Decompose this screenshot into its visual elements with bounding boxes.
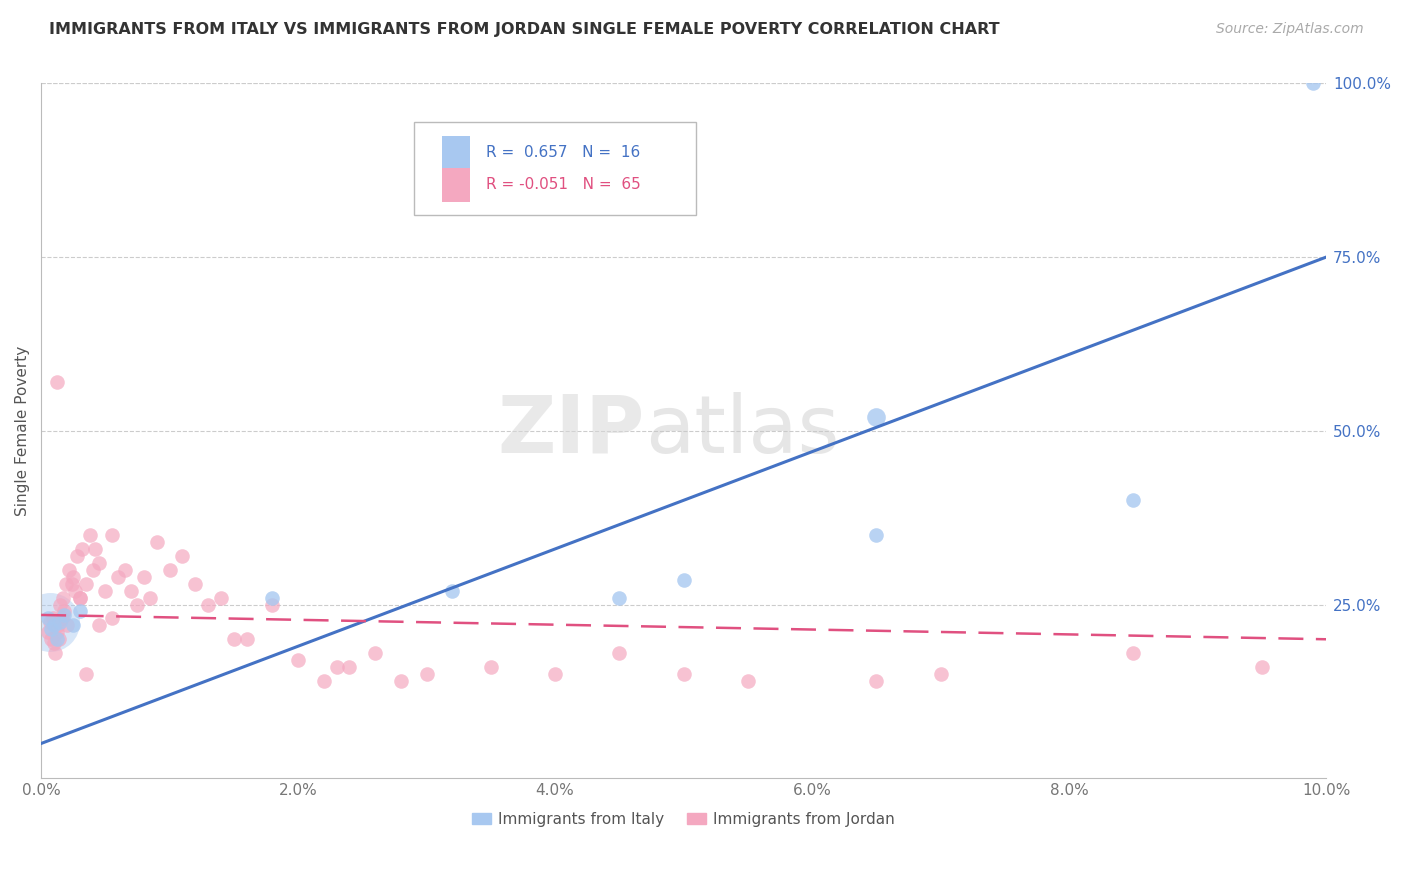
Point xyxy=(737,673,759,688)
Point xyxy=(262,598,284,612)
Point xyxy=(41,632,63,647)
Point xyxy=(44,646,66,660)
Text: Source: ZipAtlas.com: Source: ZipAtlas.com xyxy=(1216,22,1364,37)
Point xyxy=(79,528,101,542)
Point xyxy=(415,667,437,681)
Point xyxy=(479,660,502,674)
Point xyxy=(41,622,63,636)
Point xyxy=(55,576,77,591)
Point xyxy=(389,673,412,688)
Point xyxy=(132,570,155,584)
Point xyxy=(45,632,67,647)
Point xyxy=(46,618,69,632)
Point xyxy=(42,618,65,632)
Text: atlas: atlas xyxy=(645,392,839,470)
Point xyxy=(1122,646,1144,660)
Point xyxy=(84,541,107,556)
FancyBboxPatch shape xyxy=(441,136,470,169)
Point xyxy=(197,598,219,612)
Point xyxy=(94,583,117,598)
Point xyxy=(339,660,361,674)
Point xyxy=(127,598,149,612)
Point xyxy=(1302,77,1324,91)
Point xyxy=(37,625,59,640)
Point xyxy=(139,591,162,605)
Point xyxy=(70,541,93,556)
Point xyxy=(172,549,194,563)
Point xyxy=(865,528,887,542)
Point xyxy=(235,632,257,647)
FancyBboxPatch shape xyxy=(441,169,470,202)
FancyBboxPatch shape xyxy=(413,121,696,216)
Text: R =  0.657   N =  16: R = 0.657 N = 16 xyxy=(485,145,640,160)
Text: IMMIGRANTS FROM ITALY VS IMMIGRANTS FROM JORDAN SINGLE FEMALE POVERTY CORRELATIO: IMMIGRANTS FROM ITALY VS IMMIGRANTS FROM… xyxy=(49,22,1000,37)
Point xyxy=(672,573,695,587)
Point xyxy=(1122,493,1144,508)
Point xyxy=(69,591,91,605)
Point xyxy=(82,563,104,577)
Point xyxy=(145,535,167,549)
Point xyxy=(87,556,110,570)
Point xyxy=(364,646,387,660)
Point xyxy=(63,583,86,598)
Legend: Immigrants from Italy, Immigrants from Jordan: Immigrants from Italy, Immigrants from J… xyxy=(467,805,901,833)
Point xyxy=(75,576,97,591)
Point xyxy=(101,611,124,625)
Point xyxy=(49,615,72,629)
Point xyxy=(209,591,232,605)
Point xyxy=(929,667,952,681)
Point xyxy=(45,375,67,389)
Point xyxy=(101,528,124,542)
Point xyxy=(51,611,73,625)
Point xyxy=(37,611,59,625)
Point xyxy=(441,583,464,598)
Point xyxy=(184,576,207,591)
Point xyxy=(39,615,62,629)
Point xyxy=(60,576,83,591)
Point xyxy=(865,409,887,424)
Point xyxy=(672,667,695,681)
Point xyxy=(58,563,80,577)
Point xyxy=(159,563,181,577)
Point xyxy=(56,618,79,632)
Point xyxy=(62,618,84,632)
Point xyxy=(607,646,630,660)
Text: R = -0.051   N =  65: R = -0.051 N = 65 xyxy=(485,178,641,193)
Point xyxy=(287,653,309,667)
Point xyxy=(544,667,567,681)
Point xyxy=(865,673,887,688)
Point xyxy=(607,591,630,605)
Point xyxy=(66,549,89,563)
Point xyxy=(69,605,91,619)
Point xyxy=(48,632,70,647)
Point xyxy=(69,591,91,605)
Point xyxy=(41,611,63,625)
Point xyxy=(1250,660,1272,674)
Text: ZIP: ZIP xyxy=(498,392,645,470)
Y-axis label: Single Female Poverty: Single Female Poverty xyxy=(15,346,30,516)
Point xyxy=(49,598,72,612)
Point xyxy=(262,591,284,605)
Point xyxy=(87,618,110,632)
Point xyxy=(325,660,347,674)
Point xyxy=(120,583,142,598)
Point xyxy=(62,570,84,584)
Point xyxy=(75,667,97,681)
Point xyxy=(52,591,75,605)
Point xyxy=(312,673,335,688)
Point xyxy=(107,570,129,584)
Point xyxy=(53,607,76,622)
Point xyxy=(45,625,67,640)
Point xyxy=(39,615,62,629)
Point xyxy=(114,563,136,577)
Point xyxy=(42,636,65,650)
Point xyxy=(222,632,245,647)
Point xyxy=(53,605,76,619)
